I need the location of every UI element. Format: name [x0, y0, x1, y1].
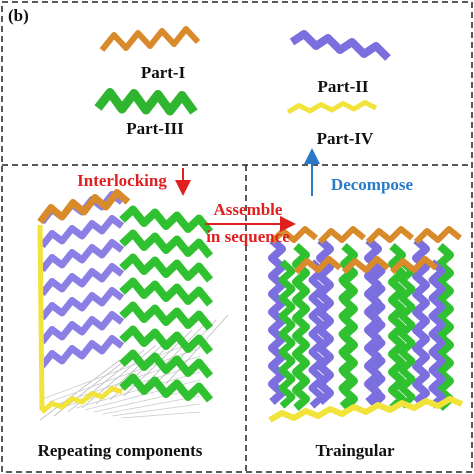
zigzag: [40, 386, 123, 414]
column: [316, 237, 334, 405]
zigzag: [39, 215, 125, 249]
part-label: Part-II: [318, 77, 369, 96]
zigzag: [39, 335, 125, 369]
column: [338, 259, 356, 409]
assemble-label: Assemble: [214, 200, 283, 219]
zigzag: [119, 229, 214, 259]
zigzag: [389, 256, 438, 275]
assemble-label: in sequence: [206, 227, 290, 246]
zigzag: [119, 277, 214, 307]
column: [436, 243, 454, 411]
wire: [151, 319, 217, 389]
part-label: Part-I: [141, 63, 186, 82]
zigzag: [293, 256, 342, 275]
wire: [39, 359, 121, 421]
part-ii: [289, 30, 391, 61]
zigzag: [39, 239, 125, 273]
column: [268, 237, 286, 405]
structures: [37, 26, 464, 423]
column: [388, 243, 406, 411]
part-iv: [286, 100, 378, 115]
wire: [120, 411, 201, 419]
zigzag: [119, 205, 214, 235]
part-label: Part-IV: [317, 129, 374, 148]
zigzag: [37, 189, 131, 225]
zigzag: [119, 325, 214, 355]
structure-label: Traingular: [315, 441, 394, 460]
column: [368, 259, 386, 409]
zigzag: [119, 301, 214, 331]
column: [292, 243, 310, 411]
zigzag: [119, 349, 214, 379]
zigzag: [413, 226, 462, 245]
zigzag: [341, 256, 390, 275]
wire: [165, 314, 229, 385]
interlocking-label: Interlocking: [77, 171, 167, 190]
zigzag: [268, 396, 464, 423]
wire: [111, 403, 201, 417]
column: [308, 259, 326, 409]
zigzag: [365, 226, 414, 245]
part-i: [99, 26, 201, 52]
wire: [81, 344, 157, 409]
edge: [37, 224, 45, 411]
zigzag: [119, 253, 214, 283]
zigzag: [39, 287, 125, 321]
wire: [75, 371, 201, 409]
part-label: Part-III: [126, 119, 184, 138]
zigzag: [39, 311, 125, 345]
column: [412, 237, 430, 405]
structure-label: Repeating components: [38, 441, 203, 460]
column: [398, 259, 416, 409]
zigzag: [317, 226, 366, 245]
zigzag: [119, 373, 214, 403]
part-iii: [94, 88, 198, 116]
zigzag: [269, 226, 318, 245]
column: [278, 259, 296, 409]
panel-label: (b): [8, 6, 29, 25]
wire: [102, 395, 201, 415]
column: [428, 259, 446, 409]
zigzag: [39, 263, 125, 297]
decompose-label: Decompose: [331, 175, 414, 194]
